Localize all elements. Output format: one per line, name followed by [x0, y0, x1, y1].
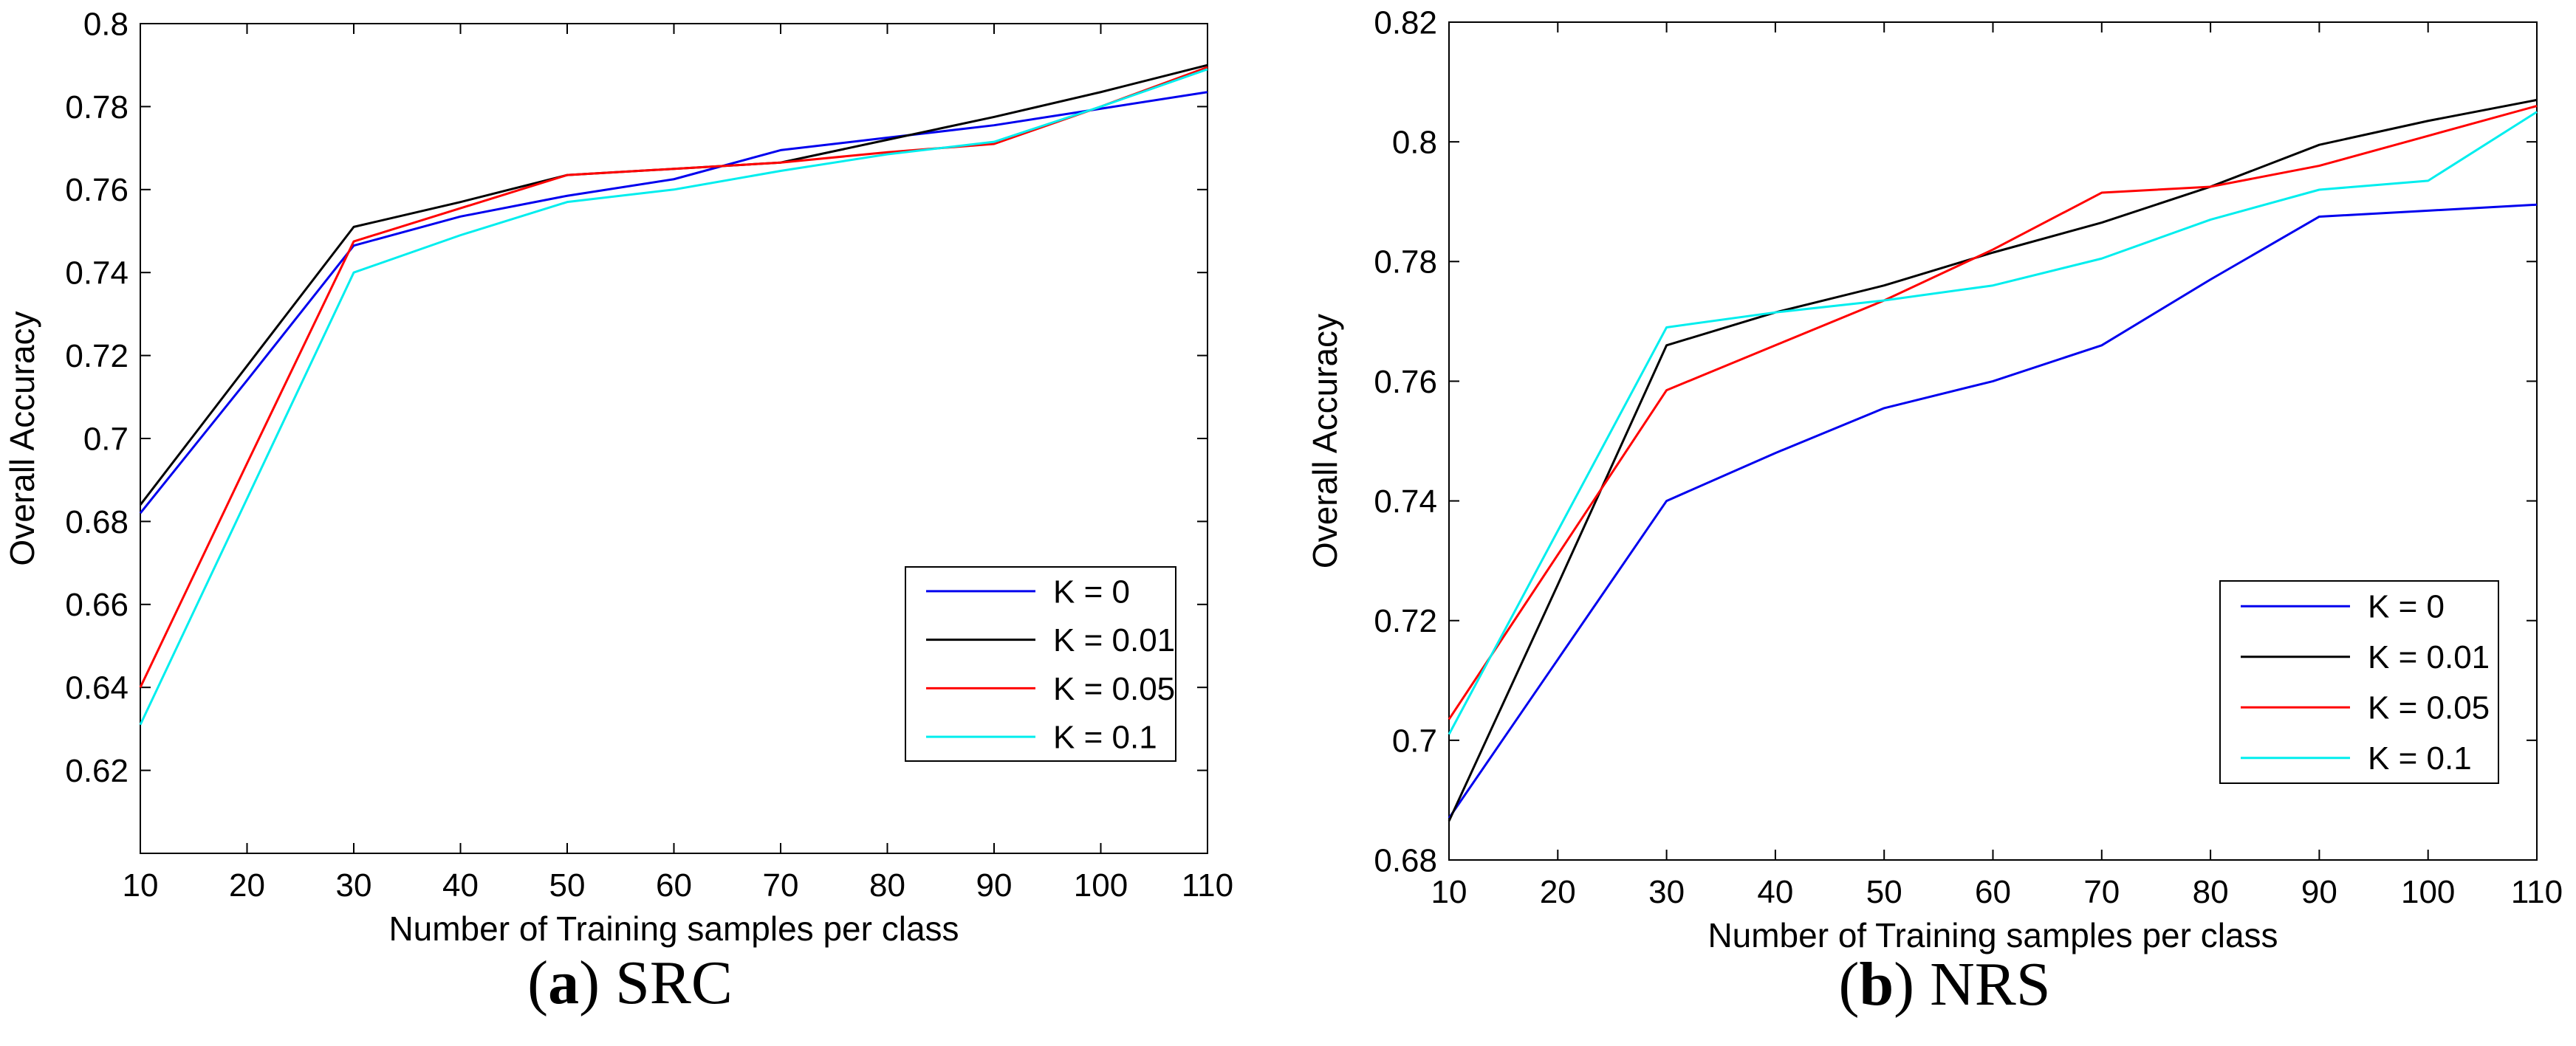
x-tick-label: 30: [336, 867, 372, 904]
legend-label-k-0-nrs: K = 0: [2368, 589, 2445, 625]
legend-box-nrs: [2219, 580, 2499, 784]
caption-a-title: SRC: [615, 949, 733, 1017]
caption-a-letter: a: [548, 949, 580, 1017]
series-line-k-0.1-nrs: [1448, 111, 2538, 735]
x-tick-label: 20: [1540, 874, 1576, 910]
series-line-k-0-src: [139, 91, 1208, 515]
x-tick-label: 50: [549, 867, 586, 904]
y-tick-label: 0.74: [1374, 484, 1437, 520]
y-tick-label: 0.78: [1374, 244, 1437, 281]
y-tick-label: 0.62: [65, 753, 129, 789]
x-tick-label: 100: [1074, 867, 1128, 904]
y-axis-title-src: Overall Accuracy: [3, 311, 41, 565]
y-tick-label: 0.76: [65, 172, 129, 208]
series-line-k-0.05-nrs: [1448, 105, 2538, 720]
x-tick-label: 60: [1975, 874, 2011, 910]
x-axis-title-src: Number of Training samples per class: [388, 909, 959, 948]
y-tick-label: 0.76: [1374, 364, 1437, 400]
x-tick-label: 70: [2083, 874, 2120, 910]
series-line-k-0.1-src: [139, 68, 1208, 726]
x-tick-label: 90: [976, 867, 1013, 904]
y-tick-label: 0.72: [1374, 603, 1437, 639]
caption-nrs: (b) NRS: [1838, 949, 2050, 1020]
legend-label-k-0.01-src: K = 0.01: [1053, 622, 1175, 658]
y-axis-title-nrs: Overall Accuracy: [1306, 314, 1344, 568]
chart-nrs: 10 20 30 40 50 60 70 80 90 100 1100.680.70.720.740…: [1306, 4, 2563, 954]
y-tick-label: 0.66: [65, 587, 129, 623]
y-tick-label: 0.7: [1392, 723, 1437, 759]
legend-src: K = 0 K = 0.01 K = 0.05 K = 0.1: [905, 566, 1176, 762]
caption-a-close: ): [579, 949, 600, 1017]
x-tick-label: 30: [1648, 874, 1685, 910]
x-tick-label: 20: [229, 867, 265, 904]
x-axis-title-nrs: Number of Training samples per class: [1707, 916, 2278, 954]
series-group-src: [139, 63, 1208, 726]
legend-label-k-0.05-src: K = 0.05: [1053, 671, 1175, 707]
x-tick-label: 50: [1866, 874, 1902, 910]
series-line-k-0-nrs: [1448, 203, 2538, 819]
legend-nrs: K = 0 K = 0.01 K = 0.05 K = 0.1: [2219, 580, 2499, 784]
legend-label-k-0.1-nrs: K = 0.1: [2368, 740, 2472, 777]
series-line-k-0.01-nrs: [1448, 98, 2538, 822]
y-axis-src: 0.62 0.64 0.66 0.68 0.7 0.72 0.74 0.76 0.78 0.8: [65, 6, 1208, 789]
legend-label-k-0.01-nrs: K = 0.01: [2368, 639, 2490, 675]
x-tick-label: 80: [869, 867, 905, 904]
x-tick-label: 100: [2401, 874, 2455, 910]
series-line-k-0.05-src: [139, 66, 1208, 688]
y-axis-nrs: 0.68 0.7 0.72 0.74 0.76 0.78 0.8 0.82: [1374, 4, 2537, 878]
x-tick-label: 40: [1757, 874, 1793, 910]
x-tick-label: 110: [2511, 874, 2563, 910]
caption-b-title: NRS: [1930, 950, 2051, 1019]
legend-label-k-0.05-nrs: K = 0.05: [2368, 690, 2490, 726]
series-line-k-0.01-src: [139, 63, 1208, 506]
y-tick-label: 0.78: [65, 89, 129, 125]
y-tick-label: 0.8: [83, 6, 129, 42]
x-tick-label: 80: [2193, 874, 2229, 910]
x-tick-label: 70: [763, 867, 799, 904]
caption-b-open: (: [1838, 950, 1860, 1019]
x-tick-label: 110: [1182, 867, 1233, 904]
y-tick-label: 0.8: [1392, 125, 1437, 161]
x-tick-label: 10: [123, 867, 159, 904]
x-axis-src: 10 20 30 40 50 60 70 80 90 100 110: [123, 24, 1233, 904]
caption-src: (a) SRC: [527, 947, 733, 1019]
caption-b-letter: b: [1859, 950, 1894, 1019]
x-tick-label: 40: [442, 867, 479, 904]
y-tick-label: 0.64: [65, 670, 129, 706]
legend-label-k-0.1-src: K = 0.1: [1053, 720, 1157, 756]
y-tick-label: 0.82: [1374, 4, 1437, 41]
y-tick-label: 0.74: [65, 255, 129, 292]
x-axis-nrs: 10 20 30 40 50 60 70 80 90 100 110: [1431, 22, 2563, 910]
x-tick-label: 10: [1431, 874, 1467, 910]
x-tick-label: 90: [2301, 874, 2337, 910]
caption-a-open: (: [527, 949, 549, 1017]
series-group-nrs: [1448, 98, 2538, 822]
x-tick-label: 60: [656, 867, 692, 904]
chart-src: 10 20 30 40 50 60 70 80 90 100 110 0.62 0.64 0.66 0.68…: [3, 6, 1233, 948]
y-tick-label: 0.72: [65, 338, 129, 374]
legend-label-k-0-src: K = 0: [1053, 574, 1130, 610]
y-tick-label: 0.68: [1374, 842, 1437, 878]
legend-box-src: [905, 566, 1176, 762]
caption-b-close: ): [1894, 950, 1915, 1019]
y-tick-label: 0.7: [83, 421, 129, 457]
y-tick-label: 0.68: [65, 504, 129, 540]
